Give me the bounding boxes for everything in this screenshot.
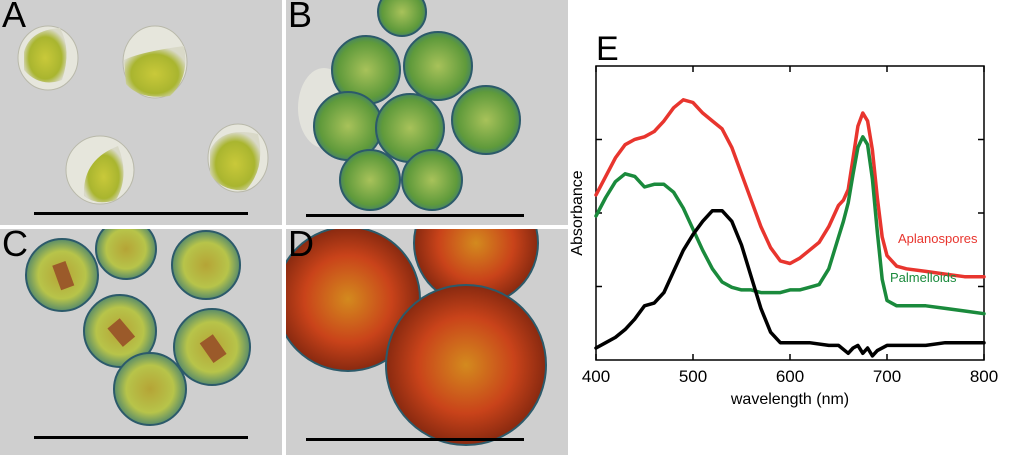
series-line-unlabeled: [594, 208, 986, 358]
scale-bar-b: [306, 214, 524, 217]
panel-label-c: C: [2, 229, 28, 264]
y-axis-title: Absorbance: [569, 170, 586, 255]
series-label-aplanospores: Aplanospores: [898, 231, 978, 246]
x-tick-label-700: 700: [873, 367, 901, 386]
palmelloid-cells-drawing: [298, 0, 521, 211]
series-line-palmelloids: [594, 135, 986, 316]
micrograph-panel-d: D: [286, 229, 568, 455]
x-tick-labels: 400 500 600 700 800: [582, 367, 998, 386]
series-lines: [594, 98, 986, 358]
x-tick-label-600: 600: [776, 367, 804, 386]
scale-bar-a: [34, 212, 248, 215]
micrograph-panel-c: C: [0, 229, 282, 455]
absorbance-spectrum-chart: E 400 500 600 700 800 wavelength (nm) Absorb…: [569, 30, 998, 408]
micrograph-panel-b: B: [286, 0, 568, 225]
axis-ticks: [595, 66, 985, 360]
scale-bar-c: [34, 436, 248, 439]
plot-frame: [595, 65, 985, 361]
aplanospore-cells-drawing: [17, 25, 269, 205]
scale-bar-d: [306, 438, 524, 441]
x-tick-label-500: 500: [679, 367, 707, 386]
panel-label-a: A: [2, 0, 27, 35]
red-cyst-cells-drawing: [286, 229, 547, 446]
x-tick-label-800: 800: [970, 367, 998, 386]
intermediate-cells-drawing: [25, 229, 251, 426]
x-tick-label-400: 400: [582, 367, 610, 386]
panel-label-b: B: [288, 0, 313, 35]
chart-panel-label: E: [596, 30, 619, 68]
panel-label-d: D: [288, 229, 314, 264]
micrograph-panel-a: A: [0, 0, 282, 225]
x-axis-title: wavelength (nm): [730, 391, 849, 408]
series-label-palmelloids: Palmelloids: [890, 270, 957, 285]
series-line-aplanospores: [594, 98, 986, 279]
